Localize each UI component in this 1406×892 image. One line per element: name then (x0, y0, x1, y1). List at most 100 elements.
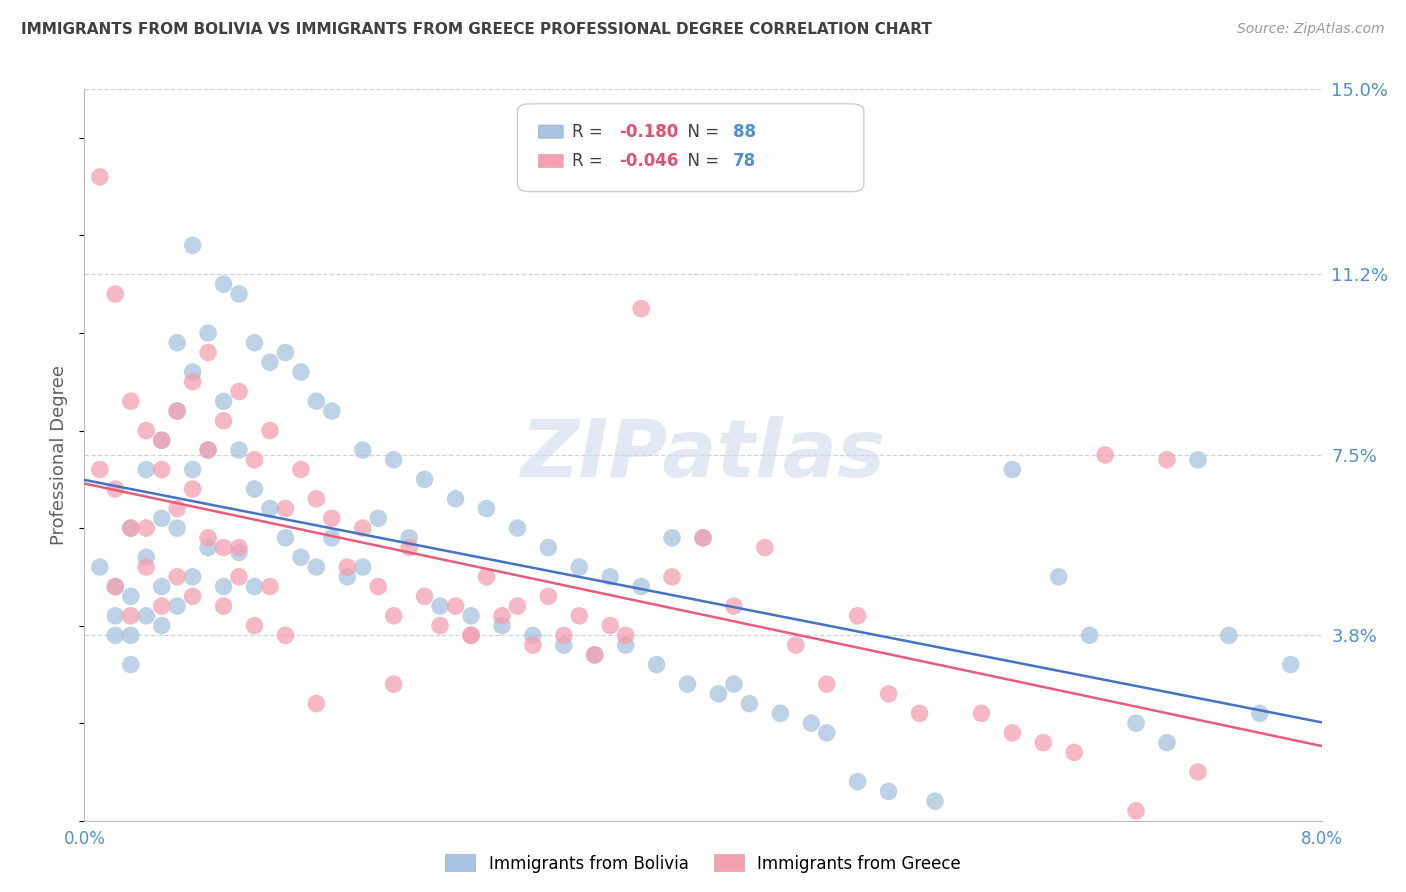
Point (135, 560, 157, 574)
Point (614, 628, 637, 642)
Point (243, 482, 266, 496)
Point (785, 638, 807, 652)
Point (537, 590, 560, 604)
Point (1156, 452, 1178, 467)
Point (321, 531, 343, 545)
Point (150, 511, 173, 525)
Point (475, 501, 498, 516)
Point (908, 706, 931, 721)
Point (181, 482, 204, 496)
Point (444, 491, 467, 506)
Point (413, 590, 436, 604)
Point (1249, 706, 1271, 721)
Point (228, 570, 250, 584)
Point (212, 541, 235, 555)
Legend: Immigrants from Bolivia, Immigrants from Greece: Immigrants from Bolivia, Immigrants from… (439, 847, 967, 880)
Point (166, 521, 188, 535)
Text: ZIPatlas: ZIPatlas (520, 416, 886, 494)
Point (290, 550, 312, 565)
Y-axis label: Professional Degree: Professional Degree (51, 365, 69, 545)
Point (259, 580, 281, 594)
Point (120, 394, 142, 409)
Point (661, 570, 683, 584)
Point (197, 531, 219, 545)
Point (707, 687, 730, 701)
Point (1001, 726, 1024, 740)
Point (754, 541, 776, 555)
Point (197, 443, 219, 458)
Point (181, 570, 204, 584)
Point (382, 608, 405, 623)
Point (336, 570, 359, 584)
Point (491, 608, 513, 623)
Point (212, 277, 235, 292)
Point (614, 638, 637, 652)
Point (104, 482, 127, 496)
Point (120, 628, 142, 642)
Point (243, 618, 266, 632)
Point (723, 677, 745, 691)
Text: R =: R = (572, 152, 607, 169)
Text: 88: 88 (733, 122, 755, 141)
Point (135, 608, 157, 623)
Point (166, 404, 188, 418)
Point (120, 608, 142, 623)
Point (429, 599, 451, 613)
Point (645, 657, 668, 672)
Point (352, 560, 374, 574)
Point (367, 580, 389, 594)
Point (506, 599, 529, 613)
Point (212, 394, 235, 409)
Point (166, 599, 188, 613)
Point (181, 375, 204, 389)
Point (692, 531, 714, 545)
Point (104, 287, 127, 301)
Point (429, 618, 451, 632)
Point (1279, 657, 1302, 672)
Point (1032, 736, 1054, 750)
Point (583, 648, 606, 662)
Text: -0.046: -0.046 (619, 152, 678, 169)
Point (553, 638, 575, 652)
Point (460, 628, 482, 642)
Point (661, 531, 683, 545)
Point (1125, 716, 1147, 731)
Point (259, 501, 281, 516)
Point (135, 424, 157, 438)
Point (583, 648, 606, 662)
Point (104, 580, 127, 594)
Point (228, 545, 250, 559)
Point (166, 404, 188, 418)
Point (738, 697, 761, 711)
Point (181, 365, 204, 379)
Point (630, 580, 652, 594)
Point (846, 774, 869, 789)
Point (150, 618, 173, 632)
Point (522, 638, 544, 652)
Point (877, 784, 900, 798)
FancyBboxPatch shape (517, 103, 863, 192)
Point (89, 560, 111, 574)
Point (305, 394, 328, 409)
Point (274, 531, 297, 545)
Point (150, 434, 173, 448)
Point (336, 560, 359, 574)
Point (274, 501, 297, 516)
Point (553, 628, 575, 642)
Point (877, 687, 900, 701)
Text: Source: ZipAtlas.com: Source: ZipAtlas.com (1237, 22, 1385, 37)
Point (630, 301, 652, 316)
Point (460, 628, 482, 642)
Point (150, 580, 173, 594)
Text: 78: 78 (733, 152, 756, 169)
Point (290, 462, 312, 476)
Point (181, 462, 204, 476)
Point (135, 550, 157, 565)
Point (228, 541, 250, 555)
Point (104, 628, 127, 642)
Point (321, 404, 343, 418)
Point (924, 794, 946, 808)
Point (568, 608, 591, 623)
Point (522, 628, 544, 642)
Point (228, 443, 250, 458)
